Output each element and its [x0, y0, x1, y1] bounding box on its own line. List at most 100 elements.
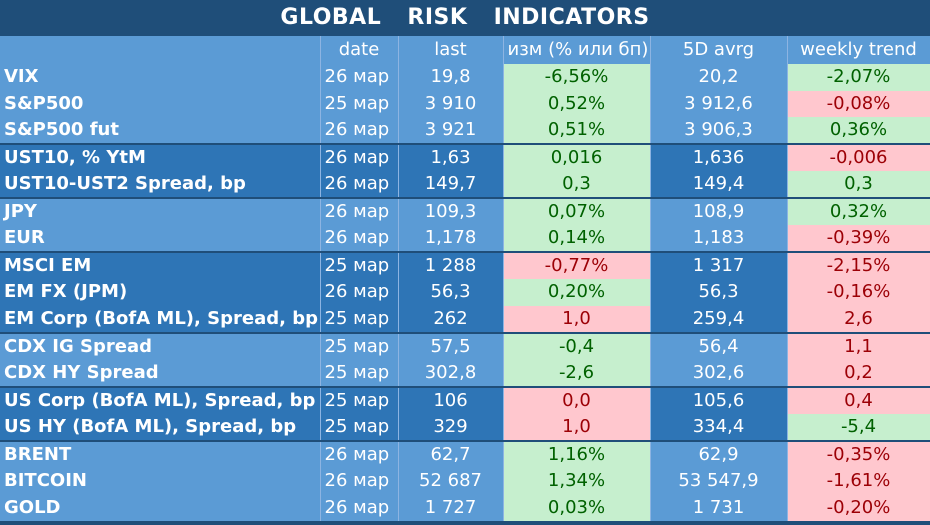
indicator-last: 302,8: [398, 359, 504, 387]
indicator-change: -6,56%: [503, 64, 651, 91]
indicator-name: UST10-UST2 Spread, bp: [0, 171, 321, 199]
indicator-name: GOLD: [0, 494, 321, 521]
indicator-5d-avg: 62,9: [650, 439, 788, 468]
indicator-name: S&P500: [0, 90, 321, 118]
indicator-name: S&P500 fut: [0, 117, 321, 145]
indicator-last: 56,3: [398, 279, 504, 306]
indicator-weekly-trend: 0,4: [787, 385, 930, 414]
indicator-name: US Corp (BofA ML), Spread, bp: [0, 385, 321, 414]
indicator-weekly-trend: -0,35%: [787, 439, 930, 468]
table-row: JPY 26 мар 109,3 0,07% 108,9 0,32%: [0, 197, 930, 226]
indicator-last: 329: [398, 413, 504, 441]
indicator-weekly-trend: -0,006: [787, 143, 930, 172]
indicator-name: CDX HY Spread: [0, 359, 321, 387]
table-row: MSCI EM 25 мар 1 288 -0,77% 1 317 -2,15%: [0, 251, 930, 280]
table-row: EM Corp (BofA ML), Spread, bp 25 мар 262 1,…: [0, 305, 930, 333]
indicator-last: 19,8: [398, 64, 504, 91]
indicator-5d-avg: 1 317: [650, 251, 788, 280]
indicator-last: 149,7: [398, 171, 504, 199]
indicator-change: 1,0: [503, 305, 651, 333]
indicator-5d-avg: 149,4: [650, 171, 788, 199]
indicator-5d-avg: 302,6: [650, 359, 788, 387]
table-row: GOLD 26 мар 1 727 0,03% 1 731 -0,20%: [0, 494, 930, 521]
indicator-last: 52 687: [398, 467, 504, 495]
indicator-5d-avg: 56,3: [650, 279, 788, 306]
indicator-name: MSCI EM: [0, 251, 321, 280]
indicator-weekly-trend: -2,15%: [787, 251, 930, 280]
indicators-table: date last изм (% или бп) 5D avrg weekly …: [0, 36, 930, 521]
indicator-name: JPY: [0, 197, 321, 226]
indicator-last: 109,3: [398, 197, 504, 226]
indicator-last: 3 910: [398, 90, 504, 118]
indicator-change: -2,6: [503, 359, 651, 387]
indicator-last: 1,63: [398, 143, 504, 172]
indicator-last: 262: [398, 305, 504, 333]
table-row: CDX HY Spread 25 мар 302,8 -2,6 302,6 0,2: [0, 359, 930, 387]
indicator-change: -0,4: [503, 331, 651, 360]
indicator-weekly-trend: 1,1: [787, 331, 930, 360]
indicator-name: VIX: [0, 64, 321, 91]
indicator-last: 3 921: [398, 117, 504, 145]
indicator-name: BITCOIN: [0, 467, 321, 495]
indicator-weekly-trend: -1,61%: [787, 467, 930, 495]
indicator-change: 0,016: [503, 143, 651, 172]
indicator-weekly-trend: 0,36%: [787, 117, 930, 145]
indicator-name: EM Corp (BofA ML), Spread, bp: [0, 305, 321, 333]
indicator-date: 25 мар: [320, 251, 399, 280]
table-row: US Corp (BofA ML), Spread, bp 25 мар 106 0,…: [0, 385, 930, 414]
header-weekly-trend: weekly trend: [787, 36, 930, 64]
table-row: UST10-UST2 Spread, bp 26 мар 149,7 0,3 149,4…: [0, 171, 930, 199]
table-body: VIX 26 мар 19,8 -6,56% 20,2 -2,07% S&P500 25 ма…: [0, 64, 930, 521]
indicator-5d-avg: 259,4: [650, 305, 788, 333]
indicator-weekly-trend: 0,3: [787, 171, 930, 199]
indicator-date: 25 мар: [320, 359, 399, 387]
indicator-name: CDX IG Spread: [0, 331, 321, 360]
indicator-last: 1 727: [398, 494, 504, 521]
indicator-change: 0,03%: [503, 494, 651, 521]
indicator-change: 0,51%: [503, 117, 651, 145]
indicator-date: 26 мар: [320, 225, 399, 253]
indicator-5d-avg: 3 912,6: [650, 90, 788, 118]
table-row: S&P500 fut 26 мар 3 921 0,51% 3 906,3 0,36%: [0, 117, 930, 145]
indicator-change: 1,0: [503, 413, 651, 441]
indicator-date: 26 мар: [320, 439, 399, 468]
indicator-5d-avg: 105,6: [650, 385, 788, 414]
header-change: изм (% или бп): [503, 36, 651, 64]
table-row: BITCOIN 26 мар 52 687 1,34% 53 547,9 -1,61%: [0, 467, 930, 495]
indicator-name: EUR: [0, 225, 321, 253]
indicator-5d-avg: 1,183: [650, 225, 788, 253]
indicator-change: 1,34%: [503, 467, 651, 495]
table-row: UST10, % YtM 26 мар 1,63 0,016 1,636 -0,006: [0, 143, 930, 172]
indicator-5d-avg: 53 547,9: [650, 467, 788, 495]
table-row: S&P500 25 мар 3 910 0,52% 3 912,6 -0,08%: [0, 90, 930, 118]
indicator-last: 1 288: [398, 251, 504, 280]
table-row: EM FX (JPM) 26 мар 56,3 0,20% 56,3 -0,16%: [0, 279, 930, 306]
indicator-name: UST10, % YtM: [0, 143, 321, 172]
indicator-weekly-trend: -2,07%: [787, 64, 930, 91]
header-name: [0, 36, 321, 64]
table-row: CDX IG Spread 25 мар 57,5 -0,4 56,4 1,1: [0, 331, 930, 360]
indicator-weekly-trend: -0,39%: [787, 225, 930, 253]
table-row: EUR 26 мар 1,178 0,14% 1,183 -0,39%: [0, 225, 930, 253]
table-row: US HY (BofA ML), Spread, bp 25 мар 329 1,0 3…: [0, 413, 930, 441]
indicator-date: 25 мар: [320, 413, 399, 441]
indicator-5d-avg: 3 906,3: [650, 117, 788, 145]
indicator-weekly-trend: -0,20%: [787, 494, 930, 521]
indicator-weekly-trend: 2,6: [787, 305, 930, 333]
indicator-date: 26 мар: [320, 197, 399, 226]
header-last: last: [398, 36, 504, 64]
indicator-name: BRENT: [0, 439, 321, 468]
indicator-change: 0,3: [503, 171, 651, 199]
indicator-change: 1,16%: [503, 439, 651, 468]
indicator-5d-avg: 56,4: [650, 331, 788, 360]
indicator-last: 62,7: [398, 439, 504, 468]
indicator-last: 57,5: [398, 331, 504, 360]
header-date: date: [320, 36, 399, 64]
header-row: date last изм (% или бп) 5D avrg weekly …: [0, 36, 930, 64]
indicator-date: 25 мар: [320, 90, 399, 118]
indicator-last: 106: [398, 385, 504, 414]
indicator-change: 0,07%: [503, 197, 651, 226]
indicator-change: 0,14%: [503, 225, 651, 253]
header-5d-avg: 5D avrg: [650, 36, 788, 64]
